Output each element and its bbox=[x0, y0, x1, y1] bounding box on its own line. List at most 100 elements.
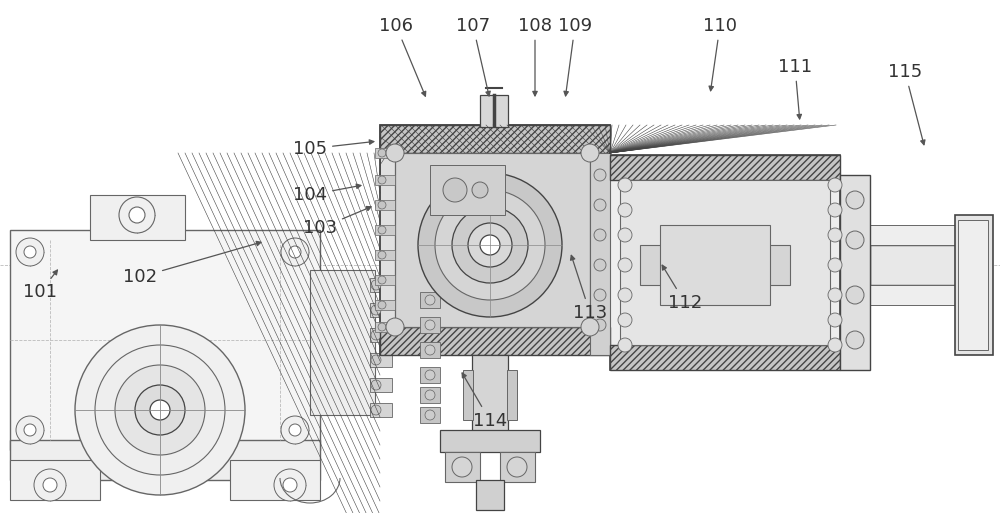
Bar bbox=[610, 345, 840, 370]
Text: 102: 102 bbox=[123, 241, 261, 286]
Circle shape bbox=[846, 286, 864, 304]
Bar bbox=[430, 165, 505, 215]
Bar bbox=[610, 155, 840, 180]
Circle shape bbox=[472, 182, 488, 198]
Circle shape bbox=[425, 370, 435, 380]
Circle shape bbox=[594, 229, 606, 241]
Text: 115: 115 bbox=[888, 63, 925, 145]
Text: 111: 111 bbox=[778, 57, 812, 119]
Circle shape bbox=[378, 149, 386, 157]
Circle shape bbox=[594, 199, 606, 211]
Circle shape bbox=[371, 330, 381, 340]
Circle shape bbox=[594, 259, 606, 271]
Circle shape bbox=[371, 355, 381, 365]
Circle shape bbox=[34, 469, 66, 501]
Circle shape bbox=[425, 345, 435, 355]
Text: 110: 110 bbox=[703, 16, 737, 91]
Bar bbox=[310, 270, 375, 415]
Circle shape bbox=[129, 207, 145, 223]
Circle shape bbox=[378, 251, 386, 259]
Bar bbox=[375, 200, 395, 210]
Bar bbox=[370, 303, 392, 317]
Circle shape bbox=[581, 318, 599, 336]
Bar bbox=[500, 452, 535, 482]
Circle shape bbox=[16, 238, 44, 266]
Text: 112: 112 bbox=[662, 265, 702, 312]
Circle shape bbox=[435, 190, 545, 300]
Circle shape bbox=[371, 380, 381, 390]
Circle shape bbox=[43, 478, 57, 492]
Text: 107: 107 bbox=[456, 16, 490, 96]
Circle shape bbox=[594, 289, 606, 301]
Circle shape bbox=[378, 301, 386, 309]
Text: 113: 113 bbox=[571, 255, 607, 322]
Circle shape bbox=[452, 457, 472, 477]
Circle shape bbox=[425, 295, 435, 305]
Circle shape bbox=[594, 319, 606, 331]
Bar bbox=[380, 125, 610, 153]
Circle shape bbox=[828, 178, 842, 192]
Bar bbox=[375, 322, 395, 332]
Circle shape bbox=[507, 457, 527, 477]
Circle shape bbox=[828, 288, 842, 302]
Circle shape bbox=[594, 169, 606, 181]
Circle shape bbox=[828, 338, 842, 352]
Bar bbox=[870, 285, 960, 305]
Circle shape bbox=[452, 207, 528, 283]
Bar bbox=[370, 278, 392, 292]
Circle shape bbox=[418, 173, 562, 317]
Circle shape bbox=[828, 228, 842, 242]
Circle shape bbox=[581, 144, 599, 162]
Bar bbox=[955, 215, 993, 355]
Circle shape bbox=[618, 258, 632, 272]
Bar bbox=[420, 342, 440, 358]
Circle shape bbox=[378, 176, 386, 184]
Circle shape bbox=[618, 338, 632, 352]
Text: 114: 114 bbox=[462, 373, 507, 430]
Bar bbox=[375, 175, 395, 185]
Bar bbox=[420, 317, 440, 333]
Bar bbox=[370, 403, 392, 417]
Bar bbox=[620, 180, 830, 345]
Circle shape bbox=[468, 223, 512, 267]
Circle shape bbox=[828, 313, 842, 327]
Circle shape bbox=[281, 238, 309, 266]
Bar bbox=[375, 300, 395, 310]
Text: 101: 101 bbox=[23, 270, 57, 302]
Circle shape bbox=[618, 178, 632, 192]
Circle shape bbox=[618, 288, 632, 302]
Bar bbox=[507, 370, 517, 420]
Bar bbox=[10, 230, 320, 450]
Bar bbox=[420, 387, 440, 403]
Bar bbox=[420, 367, 440, 383]
Bar bbox=[870, 245, 960, 285]
Bar bbox=[660, 225, 770, 305]
Circle shape bbox=[378, 226, 386, 234]
Bar bbox=[463, 370, 473, 420]
Bar bbox=[10, 440, 320, 480]
Circle shape bbox=[846, 191, 864, 209]
Bar bbox=[380, 327, 610, 355]
Bar bbox=[480, 95, 508, 127]
Circle shape bbox=[425, 410, 435, 420]
Circle shape bbox=[371, 305, 381, 315]
Circle shape bbox=[425, 390, 435, 400]
Bar bbox=[10, 460, 100, 500]
Circle shape bbox=[846, 331, 864, 349]
Bar bbox=[230, 460, 320, 500]
Circle shape bbox=[425, 320, 435, 330]
Bar bbox=[380, 125, 610, 355]
Circle shape bbox=[618, 203, 632, 217]
Bar bbox=[395, 153, 590, 327]
Circle shape bbox=[443, 178, 467, 202]
Circle shape bbox=[289, 246, 301, 258]
Circle shape bbox=[846, 231, 864, 249]
Text: 103: 103 bbox=[303, 207, 371, 238]
Bar bbox=[370, 378, 392, 392]
Bar bbox=[440, 430, 540, 452]
Circle shape bbox=[24, 424, 36, 436]
Circle shape bbox=[135, 385, 185, 435]
Bar bbox=[375, 275, 395, 285]
Bar bbox=[610, 155, 840, 370]
Bar bbox=[640, 245, 790, 285]
